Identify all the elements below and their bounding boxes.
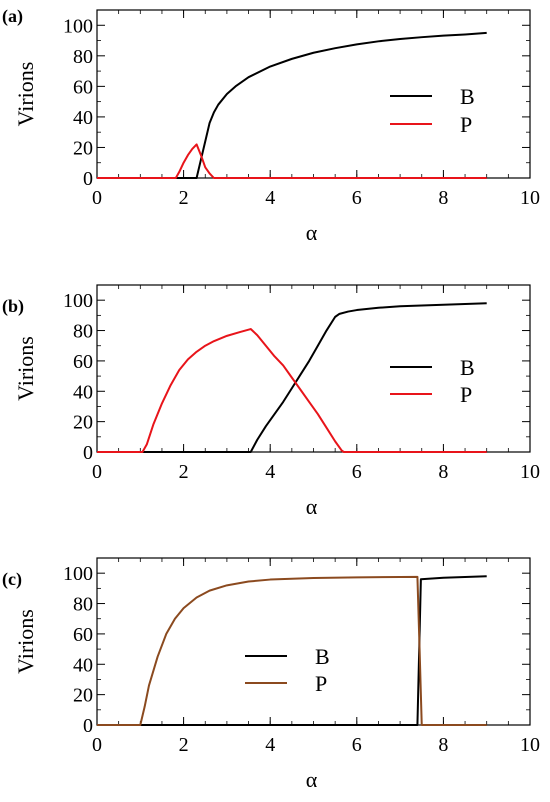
x-tick-label: 4 — [265, 734, 275, 756]
series-line-p — [97, 143, 487, 179]
y-tick-label: 60 — [73, 624, 93, 646]
legend-label-b: B — [460, 355, 475, 380]
y-axis-title: Virions — [13, 62, 38, 127]
x-tick-label: 0 — [92, 461, 102, 483]
x-tick-label: 4 — [265, 461, 275, 483]
panel-label: (b) — [2, 296, 24, 317]
y-tick-label: 100 — [63, 15, 93, 37]
y-tick-label: 0 — [83, 442, 93, 464]
x-tick-label: 2 — [179, 734, 189, 756]
x-axis-title: α — [306, 494, 318, 519]
y-tick-label: 40 — [73, 107, 93, 129]
x-tick-label: 6 — [352, 461, 362, 483]
x-tick-label: 0 — [92, 734, 102, 756]
panel-label: (c) — [2, 569, 22, 590]
series-line-b — [97, 302, 487, 453]
y-tick-label: 80 — [73, 594, 93, 616]
x-tick-label: 0 — [92, 187, 102, 209]
legend-label-b: B — [315, 644, 330, 669]
x-axis-title: α — [306, 767, 318, 792]
series-line-b — [97, 31, 487, 179]
series-line-p — [97, 328, 487, 453]
y-axis-title: Virions — [13, 336, 38, 401]
y-tick-label: 40 — [73, 381, 93, 403]
panel-label: (a) — [2, 6, 23, 27]
y-tick-label: 20 — [73, 412, 93, 434]
x-tick-label: 10 — [520, 461, 540, 483]
x-tick-label: 6 — [352, 187, 362, 209]
y-tick-label: 80 — [73, 321, 93, 343]
plot-frame — [96, 557, 531, 726]
series-line-p — [97, 575, 487, 726]
y-tick-label: 20 — [73, 685, 93, 707]
y-tick-label: 20 — [73, 137, 93, 159]
x-tick-label: 2 — [179, 187, 189, 209]
y-tick-label: 100 — [63, 563, 93, 585]
x-tick-label: 2 — [179, 461, 189, 483]
legend-label-p: P — [315, 671, 327, 696]
x-tick-label: 8 — [438, 461, 448, 483]
x-tick-label: 4 — [265, 187, 275, 209]
y-tick-label: 80 — [73, 46, 93, 68]
x-tick-label: 6 — [352, 734, 362, 756]
x-tick-label: 10 — [520, 734, 540, 756]
x-tick-label: 8 — [438, 187, 448, 209]
y-tick-label: 0 — [83, 715, 93, 737]
y-tick-label: 40 — [73, 654, 93, 676]
y-tick-label: 60 — [73, 351, 93, 373]
legend-label-b: B — [460, 84, 475, 109]
legend-label-p: P — [460, 382, 472, 407]
x-tick-label: 10 — [520, 187, 540, 209]
y-tick-label: 0 — [83, 168, 93, 190]
y-tick-label: 100 — [63, 290, 93, 312]
y-axis-title: Virions — [13, 609, 38, 674]
x-axis-title: α — [306, 220, 318, 245]
series-line-b — [97, 575, 487, 726]
legend-label-p: P — [460, 112, 472, 137]
x-tick-label: 8 — [438, 734, 448, 756]
y-tick-label: 60 — [73, 76, 93, 98]
